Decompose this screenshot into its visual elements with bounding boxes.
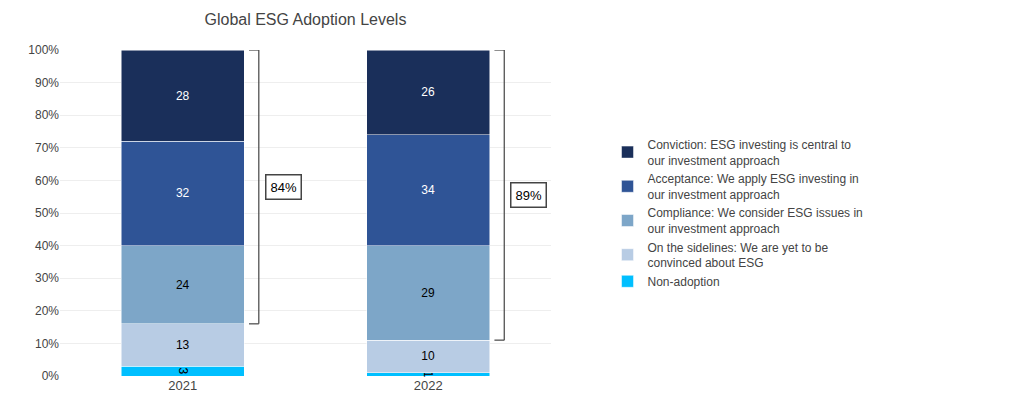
svg-text:50%: 50% (35, 206, 59, 220)
svg-text:100%: 100% (28, 43, 59, 57)
svg-text:26: 26 (421, 85, 435, 99)
svg-text:84%: 84% (271, 180, 297, 195)
svg-text:28: 28 (176, 89, 190, 103)
svg-text:Acceptance: We apply ESG inves: Acceptance: We apply ESG investing inour… (648, 172, 859, 202)
svg-text:10: 10 (421, 349, 435, 363)
svg-text:20%: 20% (35, 304, 59, 318)
svg-text:13: 13 (176, 338, 190, 352)
svg-text:3: 3 (176, 368, 190, 375)
svg-text:60%: 60% (35, 174, 59, 188)
svg-text:Compliance: We consider ESG is: Compliance: We consider ESG issues inour… (648, 206, 863, 236)
svg-text:24: 24 (176, 278, 190, 292)
svg-text:34: 34 (421, 183, 435, 197)
svg-text:40%: 40% (35, 239, 59, 253)
svg-text:80%: 80% (35, 108, 59, 122)
svg-text:Non-adoption: Non-adoption (648, 275, 720, 289)
svg-text:70%: 70% (35, 141, 59, 155)
svg-text:2022: 2022 (414, 378, 443, 393)
svg-text:30%: 30% (35, 271, 59, 285)
svg-text:2021: 2021 (168, 378, 197, 393)
svg-text:10%: 10% (35, 337, 59, 351)
svg-text:90%: 90% (35, 76, 59, 90)
svg-text:0%: 0% (42, 369, 60, 383)
svg-text:89%: 89% (516, 188, 542, 203)
svg-text:1: 1 (421, 371, 435, 378)
svg-text:Global ESG Adoption Levels: Global ESG Adoption Levels (204, 11, 406, 28)
svg-text:On the sidelines: We are yet t: On the sidelines: We are yet to beconvin… (648, 241, 829, 271)
svg-text:Conviction: ESG investing is c: Conviction: ESG investing is central too… (648, 138, 852, 168)
svg-text:29: 29 (421, 286, 435, 300)
svg-text:32: 32 (176, 186, 190, 200)
